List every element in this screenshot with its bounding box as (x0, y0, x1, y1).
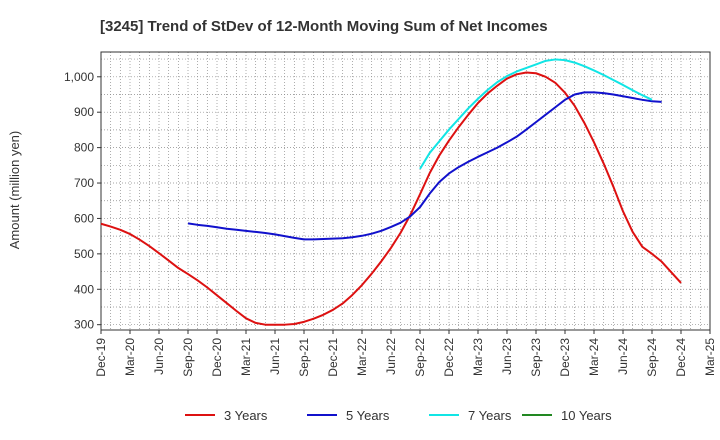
y-axis: 300 400 500 600 700 800 900 1,000 (64, 70, 101, 332)
y-tick-label: 500 (74, 247, 94, 261)
chart-title: [3245] Trend of StDev of 12-Month Moving… (100, 18, 548, 35)
x-axis: Dec-19 Mar-20 Jun-20 Sep-20 Dec-20 Mar-21 Jun-… (94, 330, 717, 377)
x-tick-label: Mar-25 (703, 338, 717, 376)
x-tick-label: Dec-24 (674, 338, 688, 377)
x-tick-label: Sep-23 (529, 338, 543, 377)
x-tick-label: Sep-24 (645, 338, 659, 377)
legend-label: 7 Years (468, 408, 512, 423)
legend-label: 3 Years (224, 408, 268, 423)
y-tick-label: 700 (74, 176, 94, 190)
y-tick-label: 800 (74, 141, 94, 155)
x-tick-label: Mar-24 (587, 338, 601, 376)
x-tick-label: Mar-22 (355, 338, 369, 376)
x-tick-label: Sep-21 (297, 338, 311, 377)
x-tick-label: Sep-22 (413, 338, 427, 377)
y-tick-label: 1,000 (64, 70, 94, 84)
x-tick-label: Dec-23 (558, 338, 572, 377)
x-tick-label: Dec-19 (94, 338, 108, 377)
x-tick-label: Sep-20 (181, 338, 195, 377)
y-tick-label: 900 (74, 105, 94, 119)
x-tick-label: Jun-20 (152, 338, 166, 375)
x-tick-label: Jun-24 (616, 338, 630, 375)
x-tick-label: Jun-22 (384, 338, 398, 375)
series-line-3-years (100, 71, 682, 326)
y-axis-label: Amount (million yen) (7, 131, 22, 250)
legend: 3 Years 5 Years 7 Years 10 Years (185, 408, 612, 423)
y-tick-label: 300 (74, 318, 94, 332)
x-tick-label: Mar-21 (239, 338, 253, 376)
legend-label: 10 Years (561, 408, 612, 423)
y-tick-label: 400 (74, 282, 94, 296)
x-tick-label: Dec-22 (442, 338, 456, 377)
x-tick-label: Mar-23 (471, 338, 485, 376)
series-lines (100, 58, 682, 326)
x-tick-label: Dec-20 (210, 338, 224, 377)
plot-area (100, 51, 711, 331)
y-tick-label: 600 (74, 211, 94, 225)
x-tick-label: Jun-23 (500, 338, 514, 375)
x-tick-label: Jun-21 (268, 338, 282, 375)
legend-label: 5 Years (346, 408, 390, 423)
x-tick-label: Mar-20 (123, 338, 137, 376)
grid (101, 52, 710, 330)
series-line-5-years (187, 91, 662, 241)
series-line-7-years (419, 58, 653, 170)
x-tick-label: Dec-21 (326, 338, 340, 377)
